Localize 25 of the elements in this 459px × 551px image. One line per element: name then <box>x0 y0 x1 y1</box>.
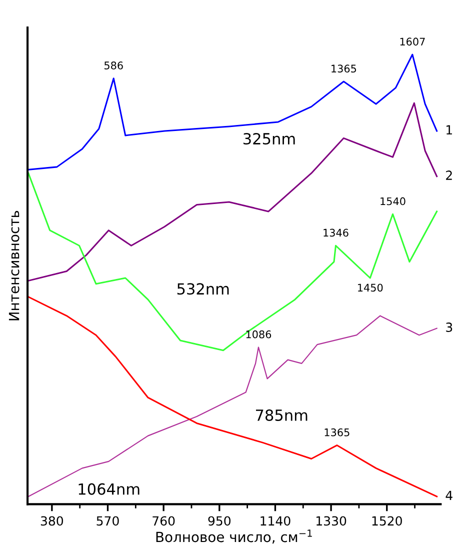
series-label: 1064nm <box>78 483 140 495</box>
x-tick-label: 1520 <box>372 516 402 526</box>
y-axis-title: Интенсивность <box>8 210 20 320</box>
series-label: 785nm <box>256 409 308 421</box>
x-tick-label: 1140 <box>260 516 290 526</box>
annotation: 1086 <box>246 330 272 338</box>
annotation: 586 <box>104 62 123 70</box>
annotation: 1365 <box>324 428 350 436</box>
annotation: 1 <box>446 125 452 134</box>
x-tick-label: 950 <box>208 516 230 526</box>
x-axis-title: Волновое число, см$^{−1}$ <box>156 530 312 544</box>
annotation: 2 <box>446 170 452 180</box>
x-tick-label: 1330 <box>316 516 346 526</box>
x-tick-label: 760 <box>152 516 175 526</box>
series-label: 325nm <box>244 132 295 145</box>
x-tick-label: 380 <box>40 516 64 526</box>
annotation: 1346 <box>324 228 348 237</box>
annotation: 3 <box>446 322 452 332</box>
x-tick-label: 570 <box>96 516 119 526</box>
annotation: 1540 <box>380 197 406 206</box>
annotation: 4 <box>446 490 452 500</box>
annotation: 1450 <box>358 284 383 292</box>
series-label: 532nm <box>177 283 229 295</box>
annotation: 1365 <box>332 64 356 73</box>
annotation: 1607 <box>400 38 425 46</box>
